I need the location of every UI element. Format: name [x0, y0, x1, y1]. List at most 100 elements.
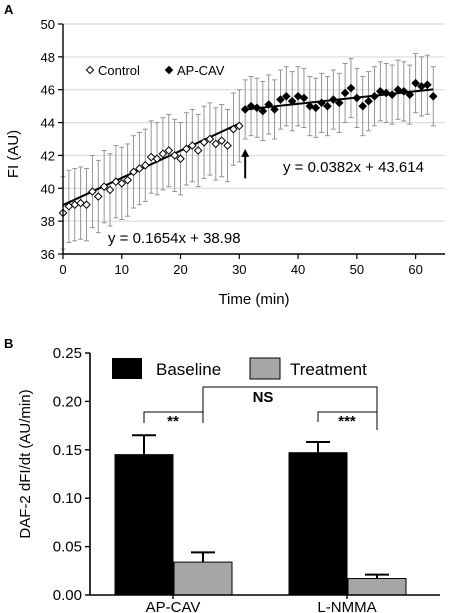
x-tick-label: 10	[115, 262, 129, 277]
y-tick-label: 48	[41, 50, 55, 65]
control-point	[117, 179, 127, 188]
y-tick-label: 42	[41, 148, 55, 163]
y-tick-label: 50	[41, 17, 55, 32]
apcav-point	[352, 93, 362, 103]
x-category-label: L-NMMA	[317, 599, 376, 613]
lnmma-significance-label: ***	[338, 413, 356, 430]
apcav-point	[370, 91, 379, 101]
control-point	[135, 164, 144, 173]
apcav-point	[387, 90, 397, 99]
treatment-bar	[173, 561, 233, 596]
significance-brackets: ** ***NS	[143, 386, 378, 430]
control-point	[199, 137, 209, 147]
legend-treatment-swatch	[249, 357, 281, 380]
legend-control-marker	[85, 65, 95, 75]
legend-apcav-marker	[164, 65, 174, 75]
legend-baseline-swatch	[112, 358, 142, 379]
timecourse-legend: Control AP-CAV	[85, 63, 225, 78]
apcav-point	[334, 98, 344, 108]
x-tick-label: 0	[59, 262, 66, 277]
apcav-point	[399, 87, 409, 96]
y-tick-label: 46	[41, 83, 55, 98]
timecourse-points	[58, 78, 438, 218]
control-point	[164, 146, 174, 155]
y-tick-label: 44	[41, 116, 55, 131]
apcav-point	[376, 87, 385, 96]
apcav-point	[428, 91, 438, 101]
timecourse-xlabel: Time (min)	[218, 291, 289, 308]
apcav-point	[423, 80, 432, 90]
apcav-point	[411, 78, 420, 88]
y-tick-label: 0.25	[53, 345, 82, 362]
y-tick-label: 40	[41, 181, 55, 196]
apcav-significance	[143, 411, 204, 423]
control-point	[123, 175, 132, 185]
control-point	[170, 151, 179, 160]
timecourse-grid	[63, 23, 445, 255]
apcav-point	[258, 106, 268, 116]
control-point	[182, 144, 191, 154]
y-tick-label: 0.05	[53, 539, 82, 556]
control-point	[76, 198, 85, 208]
apcav-point	[299, 93, 309, 103]
apcav-point	[264, 100, 273, 109]
ns-significance	[202, 386, 378, 412]
control-point	[205, 134, 215, 144]
apcav-point	[287, 96, 297, 106]
apcav-point	[276, 95, 285, 104]
control-point	[158, 149, 168, 159]
x-tick-label: 60	[408, 262, 422, 277]
legend-treatment-label: Treatment	[290, 360, 367, 379]
x-tick-label: 50	[350, 262, 364, 277]
legend-control-label: Control	[98, 63, 140, 78]
control-point	[217, 136, 226, 145]
rate-legend: Baseline Treatment	[112, 357, 367, 380]
lnmma-significance	[317, 411, 378, 430]
timecourse-chart: 36 38 40 42 44 46 48 50 0 10 20 30 40 50 60 Control AP-…	[5, 17, 445, 308]
apcav-point	[358, 101, 368, 111]
legend-apcav-label: AP-CAV	[177, 63, 225, 78]
y-tick-label: 36	[41, 247, 55, 262]
apcav-point	[270, 105, 279, 114]
apcav-point	[364, 96, 373, 106]
rate-error-bars	[132, 434, 389, 579]
apcav-fit-equation: y = 0.0382x + 43.614	[283, 159, 424, 176]
x-tick-label: 40	[291, 262, 305, 277]
control-point	[82, 200, 91, 210]
panel-a-label: A	[4, 2, 14, 17]
apcav-point	[346, 83, 356, 93]
control-fit-equation: y = 0.1654x + 38.98	[108, 230, 241, 247]
baseline-bar	[288, 452, 348, 596]
x-tick-label: 30	[232, 262, 246, 277]
control-point	[229, 124, 238, 134]
control-point	[105, 185, 115, 195]
control-point	[211, 139, 221, 149]
y-tick-label: 0.00	[53, 587, 82, 604]
control-point	[140, 160, 150, 170]
apcav-point	[405, 90, 415, 99]
control-point	[193, 146, 203, 155]
x-category-label: AP-CAV	[146, 599, 201, 613]
apcav-point	[323, 101, 332, 111]
y-tick-label: 38	[41, 214, 55, 229]
rate-ylabel: DAF-2 dFI/dt (AU/min)	[17, 389, 34, 538]
treatment-arrowhead	[241, 148, 250, 157]
control-point	[187, 141, 197, 150]
control-point	[93, 192, 103, 201]
y-tick-label: 0.10	[53, 490, 82, 507]
control-point	[235, 121, 244, 131]
control-point	[176, 154, 185, 164]
timecourse-error-bars	[60, 53, 436, 250]
treatment-bar	[347, 578, 407, 596]
control-point	[129, 167, 138, 177]
control-point	[99, 182, 109, 191]
apcav-point	[311, 103, 321, 113]
panel-b-label: B	[4, 336, 13, 351]
timecourse-axes: 36 38 40 42 44 46 48 50 0 10 20 30 40 50 60	[41, 17, 445, 277]
apcav-significance-label: **	[167, 413, 179, 430]
apcav-point	[240, 105, 250, 114]
apcav-point	[329, 95, 338, 104]
apcav-point	[282, 91, 291, 101]
